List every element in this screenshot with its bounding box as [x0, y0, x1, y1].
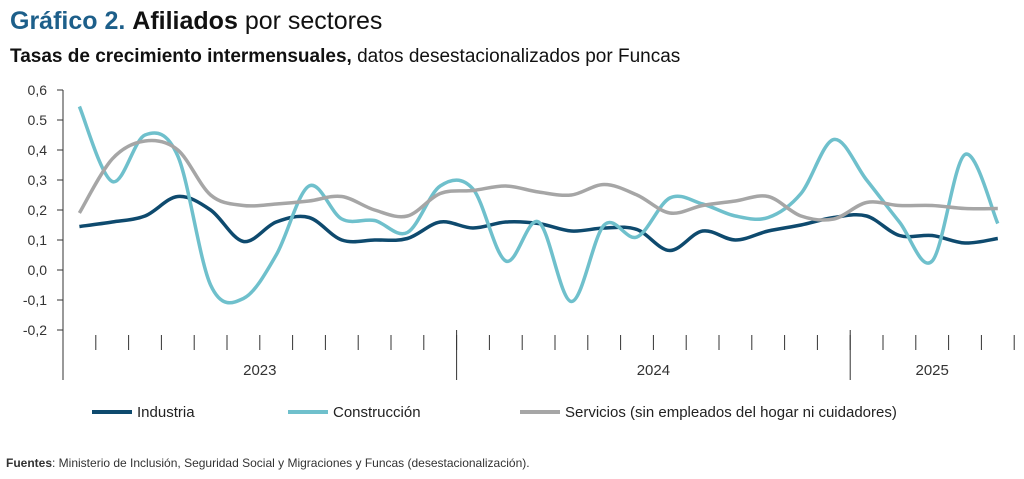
- y-tick-label: 0,3: [28, 172, 48, 188]
- chart-title: Gráfico 2. Afiliados por sectores: [10, 7, 382, 35]
- group-label: 2024: [637, 362, 670, 379]
- legend-label: Construcción: [333, 404, 421, 421]
- group-label: 2025: [916, 362, 949, 379]
- legend-label: Industria: [137, 404, 195, 421]
- source: Fuentes: Ministerio de Inclusión, Seguri…: [6, 456, 530, 470]
- y-tick-label: -0,1: [23, 292, 47, 308]
- y-tick-label: 0,4: [28, 142, 48, 158]
- series-line: [77, 105, 1000, 305]
- source-text: : Ministerio de Inclusión, Seguridad Soc…: [52, 456, 530, 470]
- series-line: [77, 138, 998, 222]
- chart-subtitle: Tasas de crecimiento intermensuales, dat…: [10, 46, 680, 67]
- y-tick-label: 0,0: [28, 262, 48, 278]
- y-tick-label: 0.5: [28, 112, 48, 128]
- title-main: Afiliados: [132, 7, 238, 35]
- y-tick-label: -0,2: [23, 322, 47, 338]
- subtitle-rest: datos desestacionalizados por Funcas: [357, 46, 680, 67]
- title-number: Gráfico 2.: [10, 7, 125, 35]
- source-label: Fuentes: [6, 456, 52, 470]
- title-rest: por sectores: [245, 7, 383, 35]
- y-tick-label: 0,6: [28, 82, 48, 98]
- group-label: 2023: [243, 362, 276, 379]
- y-tick-label: 0,2: [28, 202, 48, 218]
- legend-label: Servicios (sin empleados del hogar ni cu…: [565, 404, 897, 421]
- subtitle-bold: Tasas de crecimiento intermensuales,: [10, 46, 352, 67]
- y-tick-label: 0,1: [28, 232, 48, 248]
